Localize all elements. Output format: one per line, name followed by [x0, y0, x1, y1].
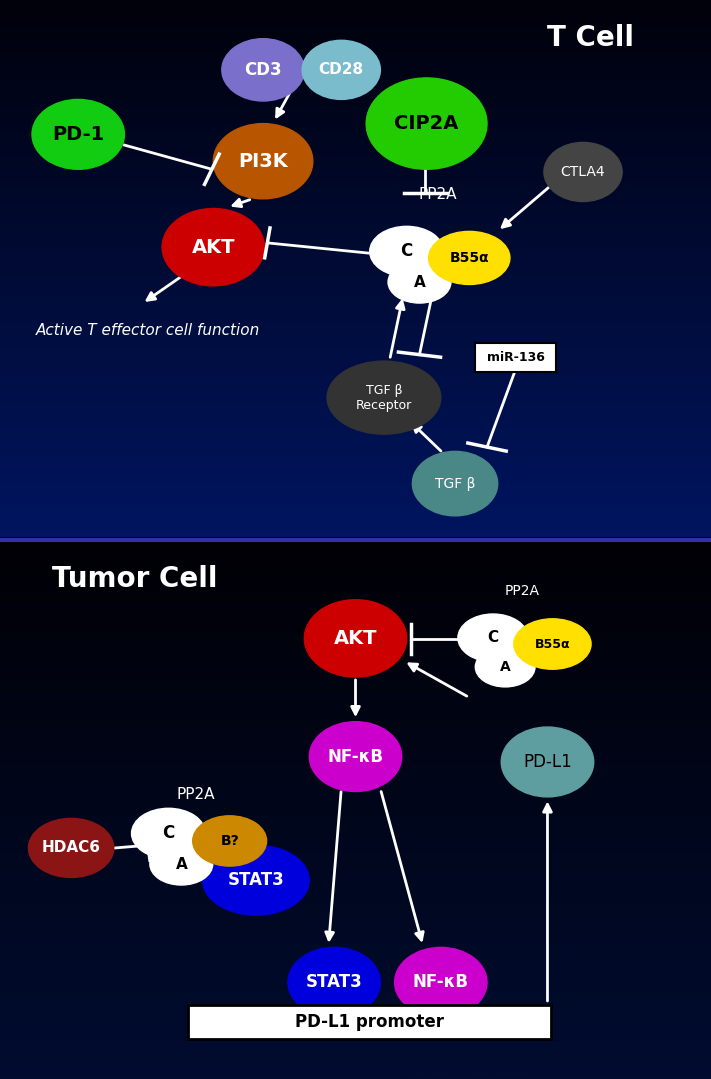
Text: Tumor Cell: Tumor Cell	[53, 565, 218, 593]
Text: CIP2A: CIP2A	[395, 114, 459, 133]
Text: PD-L1: PD-L1	[523, 753, 572, 771]
Text: PD-L1 promoter: PD-L1 promoter	[295, 1013, 444, 1032]
Ellipse shape	[288, 947, 380, 1017]
FancyBboxPatch shape	[475, 342, 556, 372]
Text: NF-κB: NF-κB	[413, 973, 469, 992]
Ellipse shape	[395, 947, 487, 1017]
Ellipse shape	[222, 39, 304, 101]
Text: CD28: CD28	[319, 63, 364, 78]
Text: CD3: CD3	[245, 60, 282, 79]
Text: PP2A: PP2A	[418, 187, 456, 202]
Ellipse shape	[366, 78, 487, 169]
Ellipse shape	[304, 600, 407, 677]
Text: STAT3: STAT3	[228, 871, 284, 889]
Ellipse shape	[213, 124, 313, 199]
Ellipse shape	[388, 261, 451, 303]
Text: HDAC6: HDAC6	[42, 841, 100, 856]
Text: NF-κB: NF-κB	[328, 748, 383, 766]
Ellipse shape	[162, 208, 264, 286]
Text: A: A	[176, 857, 187, 872]
Ellipse shape	[429, 231, 510, 285]
Text: STAT3: STAT3	[306, 973, 363, 992]
Text: B?: B?	[220, 834, 239, 848]
Ellipse shape	[327, 361, 441, 434]
Ellipse shape	[514, 618, 591, 669]
Text: CTLA4: CTLA4	[561, 165, 605, 179]
Text: B55α: B55α	[449, 251, 489, 265]
Ellipse shape	[193, 816, 267, 866]
Ellipse shape	[412, 451, 498, 516]
Text: TGF β: TGF β	[435, 477, 475, 491]
Ellipse shape	[302, 40, 380, 99]
Text: C: C	[488, 630, 498, 645]
Ellipse shape	[32, 99, 124, 169]
Text: C: C	[400, 243, 413, 260]
Ellipse shape	[309, 722, 402, 792]
Text: T Cell: T Cell	[547, 24, 634, 52]
Ellipse shape	[28, 818, 114, 877]
Text: PP2A: PP2A	[176, 788, 215, 803]
Text: miR-136: miR-136	[486, 351, 545, 364]
Ellipse shape	[370, 227, 444, 276]
Text: TGF β
Receptor: TGF β Receptor	[356, 384, 412, 411]
Text: PD-1: PD-1	[52, 125, 105, 144]
Text: AKT: AKT	[333, 629, 378, 647]
Text: B55α: B55α	[535, 638, 570, 651]
FancyBboxPatch shape	[188, 1006, 551, 1039]
Text: C: C	[162, 824, 175, 843]
Text: PI3K: PI3K	[238, 152, 288, 170]
Text: AKT: AKT	[191, 237, 235, 257]
Text: PP2A: PP2A	[505, 584, 540, 598]
Ellipse shape	[458, 614, 528, 661]
Ellipse shape	[150, 843, 213, 885]
Text: A: A	[414, 274, 425, 289]
Ellipse shape	[476, 647, 535, 687]
Ellipse shape	[203, 845, 309, 915]
Ellipse shape	[132, 808, 205, 859]
Text: Active T effector cell function: Active T effector cell function	[36, 323, 260, 338]
Text: A: A	[500, 660, 510, 674]
Ellipse shape	[544, 142, 622, 202]
Ellipse shape	[501, 727, 594, 797]
